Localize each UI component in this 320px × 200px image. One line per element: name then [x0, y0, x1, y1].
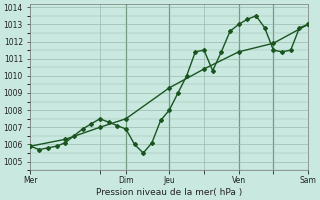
X-axis label: Pression niveau de la mer( hPa ): Pression niveau de la mer( hPa ) [96, 188, 243, 197]
